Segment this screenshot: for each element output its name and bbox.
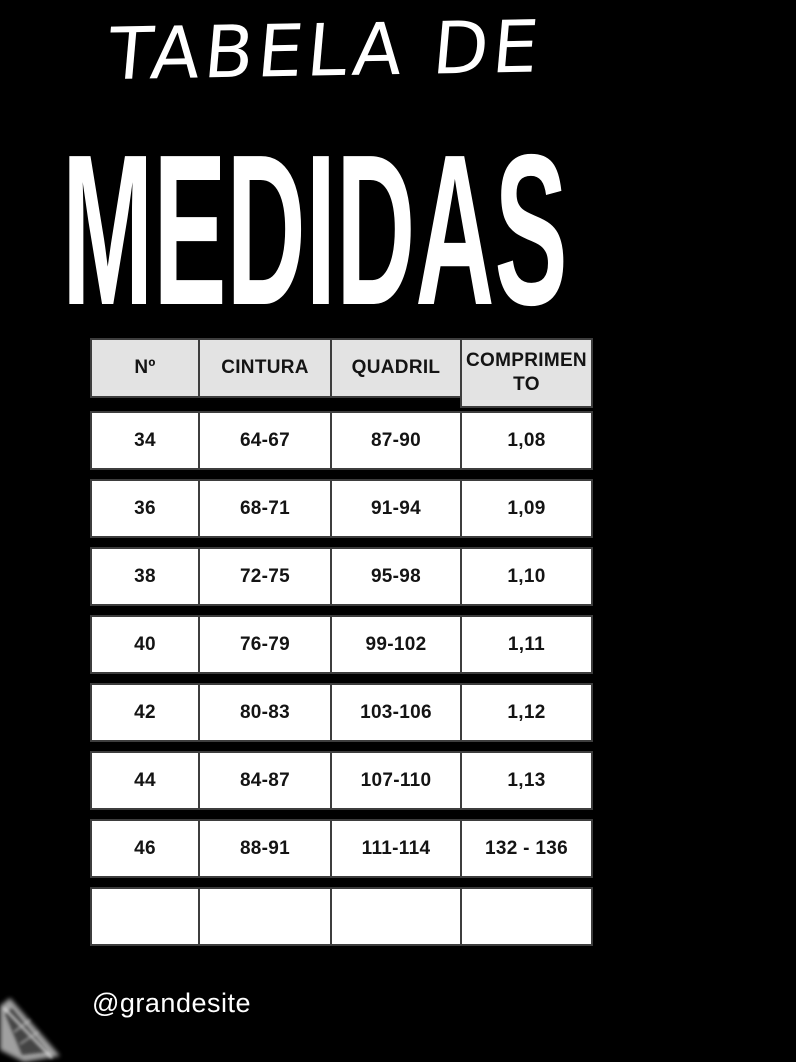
cell-hip: 95-98 (330, 547, 462, 606)
page-title-line1: TABELA DE (105, 4, 546, 97)
cell-hip: 91-94 (330, 479, 462, 538)
cell-length: 1,11 (460, 615, 593, 674)
header-cell-waist: CINTURA (198, 338, 332, 398)
cell-waist (198, 887, 332, 946)
page-title-line2: MEDIDAS (62, 109, 568, 350)
cell-size: 46 (90, 819, 200, 878)
corner-photo-artifact (0, 998, 60, 1062)
cell-size: 44 (90, 751, 200, 810)
table-row: 42 80-83 103-106 1,12 (90, 683, 593, 742)
header-cell-length: COMPRIMENTO (460, 338, 593, 408)
table-row: 40 76-79 99-102 1,11 (90, 615, 593, 674)
header-cell-hip: QUADRIL (330, 338, 462, 398)
cell-hip: 107-110 (330, 751, 462, 810)
cell-size: 34 (90, 411, 200, 470)
cell-size: 38 (90, 547, 200, 606)
cell-hip: 99-102 (330, 615, 462, 674)
cell-length: 1,12 (460, 683, 593, 742)
table-row: 44 84-87 107-110 1,13 (90, 751, 593, 810)
social-handle: @grandesite (92, 988, 251, 1018)
table-row: 46 88-91 111-114 132 - 136 (90, 819, 593, 878)
cell-size: 42 (90, 683, 200, 742)
cell-length: 1,08 (460, 411, 593, 470)
cell-size: 40 (90, 615, 200, 674)
cell-waist: 72-75 (198, 547, 332, 606)
table-row: 36 68-71 91-94 1,09 (90, 479, 593, 538)
cell-hip: 111-114 (330, 819, 462, 878)
cell-waist: 68-71 (198, 479, 332, 538)
cell-size: 36 (90, 479, 200, 538)
table-row-empty (90, 887, 593, 946)
cell-waist: 80-83 (198, 683, 332, 742)
table-row: 34 64-67 87-90 1,08 (90, 411, 593, 470)
cell-length: 1,13 (460, 751, 593, 810)
cell-size (90, 887, 200, 946)
table-row: 38 72-75 95-98 1,10 (90, 547, 593, 606)
cell-hip (330, 887, 462, 946)
cell-waist: 64-67 (198, 411, 332, 470)
cell-length: 132 - 136 (460, 819, 593, 878)
cell-length (460, 887, 593, 946)
cell-hip: 103-106 (330, 683, 462, 742)
cell-hip: 87-90 (330, 411, 462, 470)
cell-waist: 76-79 (198, 615, 332, 674)
cell-waist: 84-87 (198, 751, 332, 810)
cell-length: 1,09 (460, 479, 593, 538)
cell-length: 1,10 (460, 547, 593, 606)
table-header-row: Nº CINTURA QUADRIL COMPRIMENTO (90, 338, 593, 408)
header-cell-size: Nº (90, 338, 200, 398)
size-table: Nº CINTURA QUADRIL COMPRIMENTO 34 64-67 … (90, 338, 593, 946)
cell-waist: 88-91 (198, 819, 332, 878)
